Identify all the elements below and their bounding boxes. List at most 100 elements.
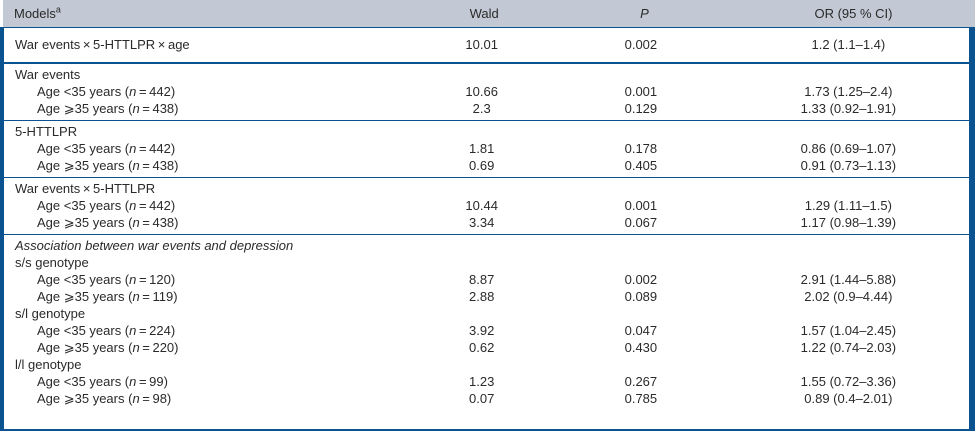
or-value: 2.02 (0.9–4.44) [804,289,893,304]
model-label: 5-HTTLPR [15,124,78,139]
p-value: 0.267 [624,374,658,389]
model-label: Age <35 years (n = 120) [37,272,176,287]
table-row: Age <35 years (n = 120) 8.87 0.002 2.91 (1.… [4,271,969,288]
wald-value: 0.07 [469,391,495,406]
wald-value: 8.87 [469,272,495,287]
or-value: 1.22 (0.74–2.03) [800,340,897,355]
or-value [728,356,969,373]
or-value [728,178,969,198]
or-value [728,235,969,255]
or-value: 2.91 (1.44–5.88) [800,272,897,287]
wald-value: 1.23 [469,374,495,389]
p-value: 0.067 [554,214,728,235]
wald-value: 10.44 [465,198,498,213]
model-label: Age <35 years (n = 442) [37,198,176,213]
p-value: 0.002 [554,28,728,64]
table-body: War events × 5-HTTLPR × age 10.01 0.002 1.2… [0,27,975,431]
section-label-row: s/s genotype [4,254,969,271]
column-header-models: Modelsa [3,4,411,21]
model-label: Association between war events and depre… [15,238,294,253]
model-label: War events [15,67,81,82]
section-label-row: s/l genotype [4,305,969,322]
or-value: 1.55 (0.72–3.36) [800,374,897,389]
wald-value: 10.66 [465,84,498,99]
table-row: Age ⩾35 years (n = 438) 3.34 0.067 1.17 (0.… [4,214,969,235]
table-row: Age <35 years (n = 442) 10.44 0.001 1.29 (1… [4,197,969,214]
or-value: 0.86 (0.69–1.07) [800,141,897,156]
table-header-row: Modelsa Wald P OR (95 % CI) [3,0,975,27]
section-label-row: l/l genotype [4,356,969,373]
model-label: Age ⩾35 years (n = 438) [4,214,410,235]
table-row: Age ⩾35 years (n = 220) 0.62 0.430 1.22 (0.… [4,339,969,356]
p-value: 0.405 [554,157,728,178]
section-label-row: War events × 5-HTTLPR [4,178,969,198]
table-row: Age <35 years (n = 99) 1.23 0.267 1.55 (0.7… [4,373,969,390]
wald-value [409,305,554,322]
wald-value: 10.01 [409,28,555,64]
section-label-row: 5-HTTLPR [4,121,969,141]
wald-value: 1.81 [469,141,495,156]
table-row: Age <35 years (n = 442) 10.66 0.001 1.73 (1… [4,83,969,100]
p-value: 0.178 [624,141,658,156]
or-value: 1.33 (0.92–1.91) [727,100,969,121]
table-row: War events × 5-HTTLPR × age 10.01 0.002 1.2… [4,28,969,64]
model-label: Age ⩾35 years (n = 438) [4,100,410,121]
p-value: 0.785 [624,391,658,406]
wald-value [409,356,554,373]
wald-value: 0.69 [409,157,555,178]
stats-table: War events × 5-HTTLPR × age 10.01 0.002 1.2… [4,28,969,419]
or-value: 0.89 (0.4–2.01) [804,391,893,406]
p-value [554,305,728,322]
wald-value [409,178,554,198]
model-label: Age ⩾35 years (n = 438) [4,157,410,178]
models-footnote-marker: a [55,4,61,15]
p-value: 0.001 [624,198,658,213]
p-value [554,235,728,255]
p-value [554,254,728,271]
p-value [554,63,728,83]
model-label: Age <35 years (n = 99) [37,374,168,389]
wald-value [409,254,554,271]
p-value [554,356,728,373]
table-row: Age ⩾35 years (n = 438) 0.69 0.405 0.91 (0.… [4,157,969,178]
or-value [728,63,969,83]
p-value: 0.129 [554,100,728,121]
wald-value: 0.62 [469,340,495,355]
section-label-row: Association between war events and depre… [4,235,969,255]
model-label: War events × 5-HTTLPR [15,181,156,196]
or-value: 0.91 (0.73–1.13) [727,157,969,178]
model-label: Age ⩾35 years (n = 98) [37,391,172,406]
model-label: Age <35 years (n = 442) [37,141,176,156]
wald-value [409,235,554,255]
p-value [554,178,728,198]
or-value [728,121,969,141]
wald-value: 3.34 [409,214,555,235]
table-row: Age ⩾35 years (n = 119) 2.88 0.089 2.02 (0.… [4,288,969,305]
or-value: 1.17 (0.98–1.39) [727,214,969,235]
wald-value: 2.88 [469,289,495,304]
model-label: Age ⩾35 years (n = 220) [37,340,179,355]
column-header-wald: Wald [469,6,499,21]
or-value: 1.57 (1.04–2.45) [800,323,897,338]
model-label: l/l genotype [15,357,82,372]
model-label: s/s genotype [15,255,89,270]
column-header-p: P [640,6,649,21]
wald-value: 3.92 [469,323,495,338]
column-header-models-label: Models [14,6,56,21]
p-value: 0.001 [624,84,658,99]
or-value: 1.2 (1.1–1.4) [727,28,969,64]
or-value [728,254,969,271]
p-value [554,121,728,141]
model-label: Age ⩾35 years (n = 119) [37,289,178,304]
model-label: Age <35 years (n = 224) [37,323,176,338]
column-header-or-ci: OR (95 % CI) [814,6,893,21]
section-label-row: War events [4,63,969,83]
wald-value: 2.3 [409,100,555,121]
p-value: 0.047 [624,323,658,338]
table-row: Age <35 years (n = 442) 1.81 0.178 0.86 (0.… [4,140,969,157]
table-row: Age ⩾35 years (n = 98) 0.07 0.785 0.89 (0.4… [4,390,969,419]
wald-value [409,63,554,83]
table-row: Age ⩾35 years (n = 438) 2.3 0.129 1.33 (0.9… [4,100,969,121]
or-value: 1.73 (1.25–2.4) [804,84,893,99]
